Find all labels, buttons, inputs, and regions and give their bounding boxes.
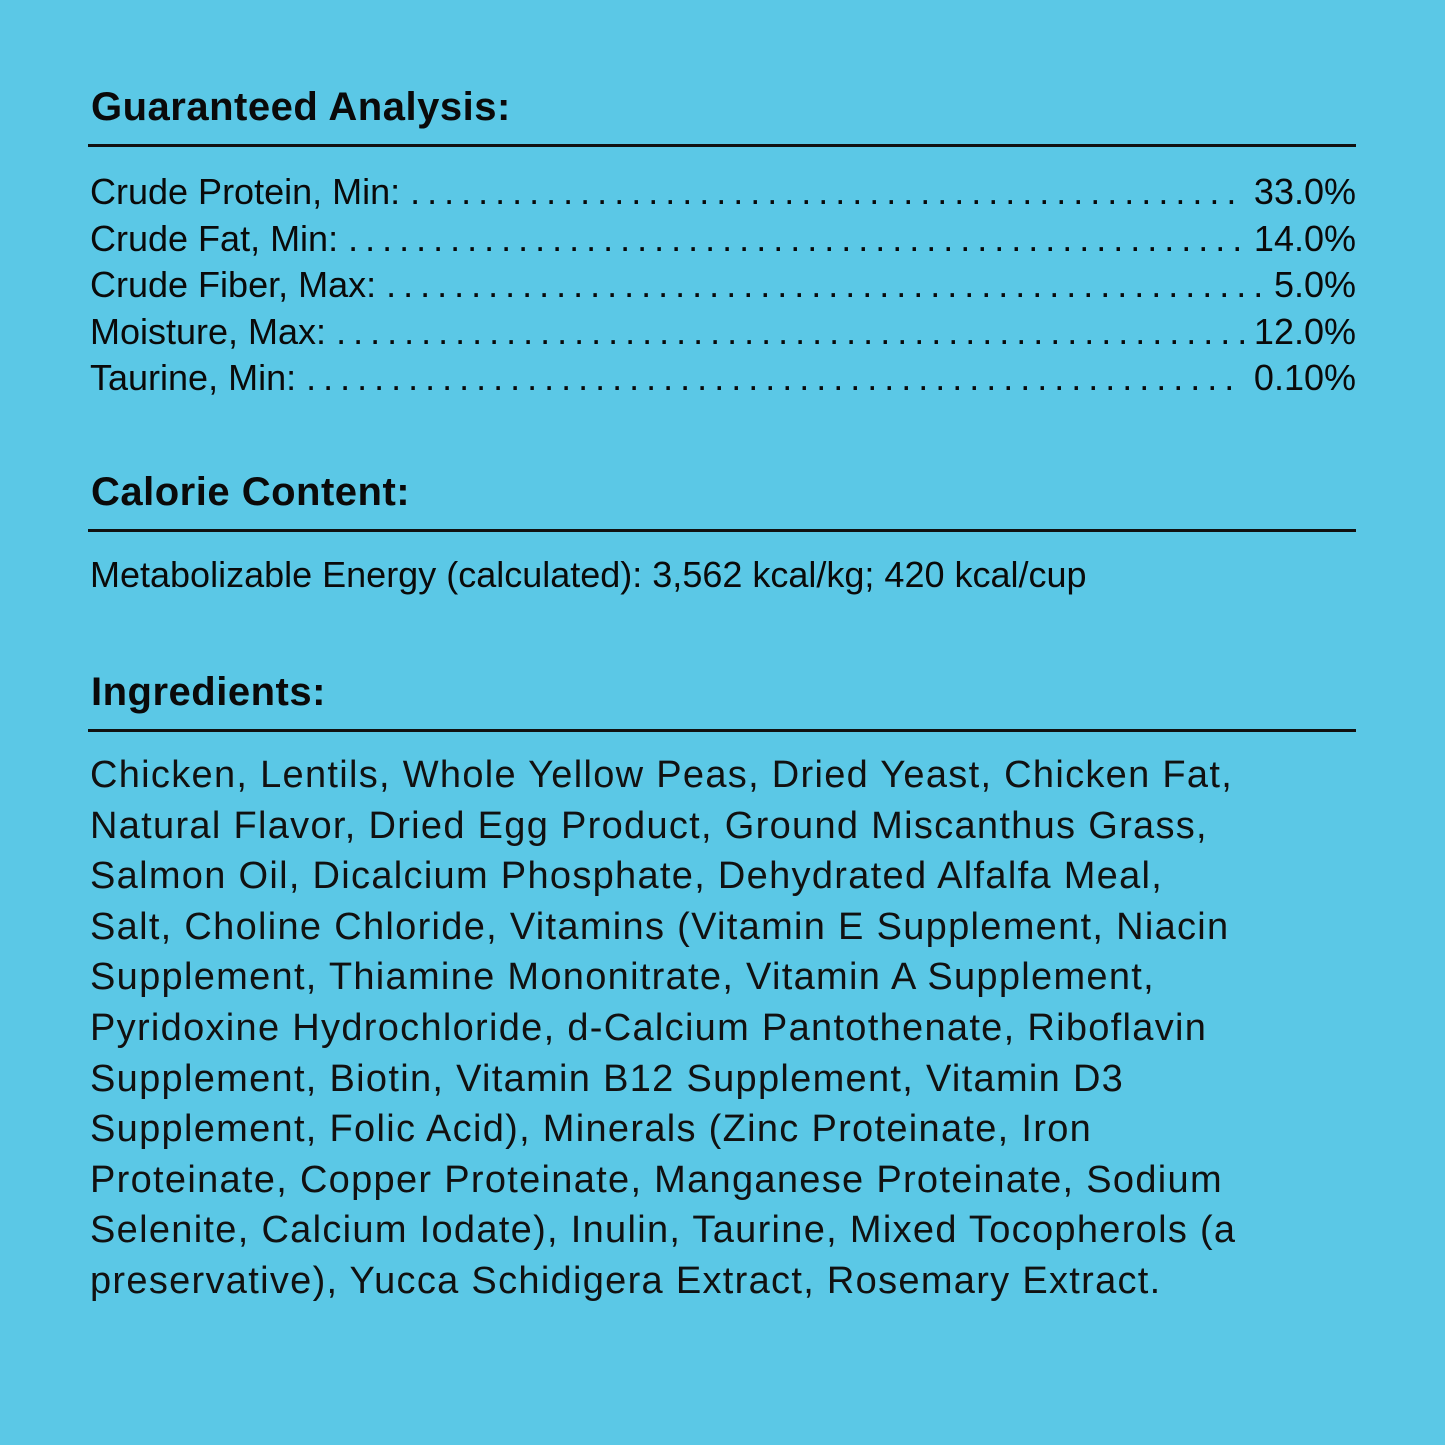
nutrient-value: 33.0% xyxy=(1253,171,1356,212)
nutrient-value: 5.0% xyxy=(1273,264,1356,305)
nutrient-value: 12.0% xyxy=(1253,310,1356,352)
section-heading: Calorie Content: xyxy=(91,470,411,514)
calorie-content-section: Calorie Content: Metabolizable Energy (c… xyxy=(88,469,1356,598)
analysis-row: Crude Protein, Min: 33.0% xyxy=(90,169,1356,216)
nutrient-label: Crude Fiber, Max: xyxy=(90,264,377,305)
dot-leader xyxy=(348,216,1244,263)
ingredients-line: Natural Flavor, Dried Egg Product, Groun… xyxy=(90,804,1208,847)
ingredients-section: Ingredients: Chicken, Lentils, Whole Yel… xyxy=(88,669,1356,1307)
analysis-row: Taurine, Min: 0.10% xyxy=(90,355,1356,402)
analysis-row: Moisture, Max: 12.0% xyxy=(90,309,1356,356)
metabolizable-energy-text: Metabolizable Energy (calculated): 3,562… xyxy=(90,554,1087,595)
nutrient-value: 0.10% xyxy=(1253,357,1356,398)
ingredients-line: Selenite, Calcium Iodate), Inulin, Tauri… xyxy=(90,1209,1237,1252)
analysis-table: Crude Protein, Min: 33.0% Crude Fat, Min: 1… xyxy=(90,169,1356,402)
ingredients-line: preservative), Yucca Schidigera Extract,… xyxy=(90,1259,1162,1302)
dot-leader xyxy=(306,355,1244,402)
nutrient-label: Crude Protein, Min: xyxy=(90,171,401,212)
nutrient-label: Crude Fat, Min: xyxy=(90,217,339,259)
analysis-row: Crude Fiber, Max: 5.0% xyxy=(90,262,1356,309)
divider xyxy=(88,729,1356,732)
section-heading: Guaranteed Analysis: xyxy=(91,85,511,129)
ingredients-line: Supplement, Folic Acid), Minerals (Zinc … xyxy=(90,1108,1093,1151)
nutrient-label: Taurine, Min: xyxy=(90,357,297,398)
ingredients-line: Supplement, Biotin, Vitamin B12 Suppleme… xyxy=(90,1057,1125,1100)
dot-leader xyxy=(386,262,1264,309)
ingredients-line: Pyridoxine Hydrochloride, d-Calcium Pant… xyxy=(90,1006,1208,1049)
ingredients-line: Chicken, Lentils, Whole Yellow Peas, Dri… xyxy=(90,754,1234,796)
ingredients-line: Supplement, Thiamine Mononitrate, Vitami… xyxy=(90,956,1156,999)
guaranteed-analysis-section: Guaranteed Analysis: Crude Protein, Min:… xyxy=(88,84,1356,402)
divider xyxy=(88,529,1356,532)
ingredients-line: Salt, Choline Chloride, Vitamins (Vitami… xyxy=(90,905,1230,948)
dot-leader xyxy=(336,309,1244,356)
section-heading: Ingredients: xyxy=(91,670,326,714)
ingredients-text: Chicken, Lentils, Whole Yellow Peas, Dri… xyxy=(90,750,1356,1307)
dot-leader xyxy=(410,169,1244,216)
ingredients-line: Salmon Oil, Dicalcium Phosphate, Dehydra… xyxy=(90,855,1164,898)
ingredients-line: Proteinate, Copper Proteinate, Manganese… xyxy=(90,1158,1223,1201)
nutrient-label: Moisture, Max: xyxy=(90,310,327,352)
divider xyxy=(88,144,1356,147)
analysis-row: Crude Fat, Min: 14.0% xyxy=(90,216,1356,263)
nutrient-value: 14.0% xyxy=(1253,217,1356,259)
